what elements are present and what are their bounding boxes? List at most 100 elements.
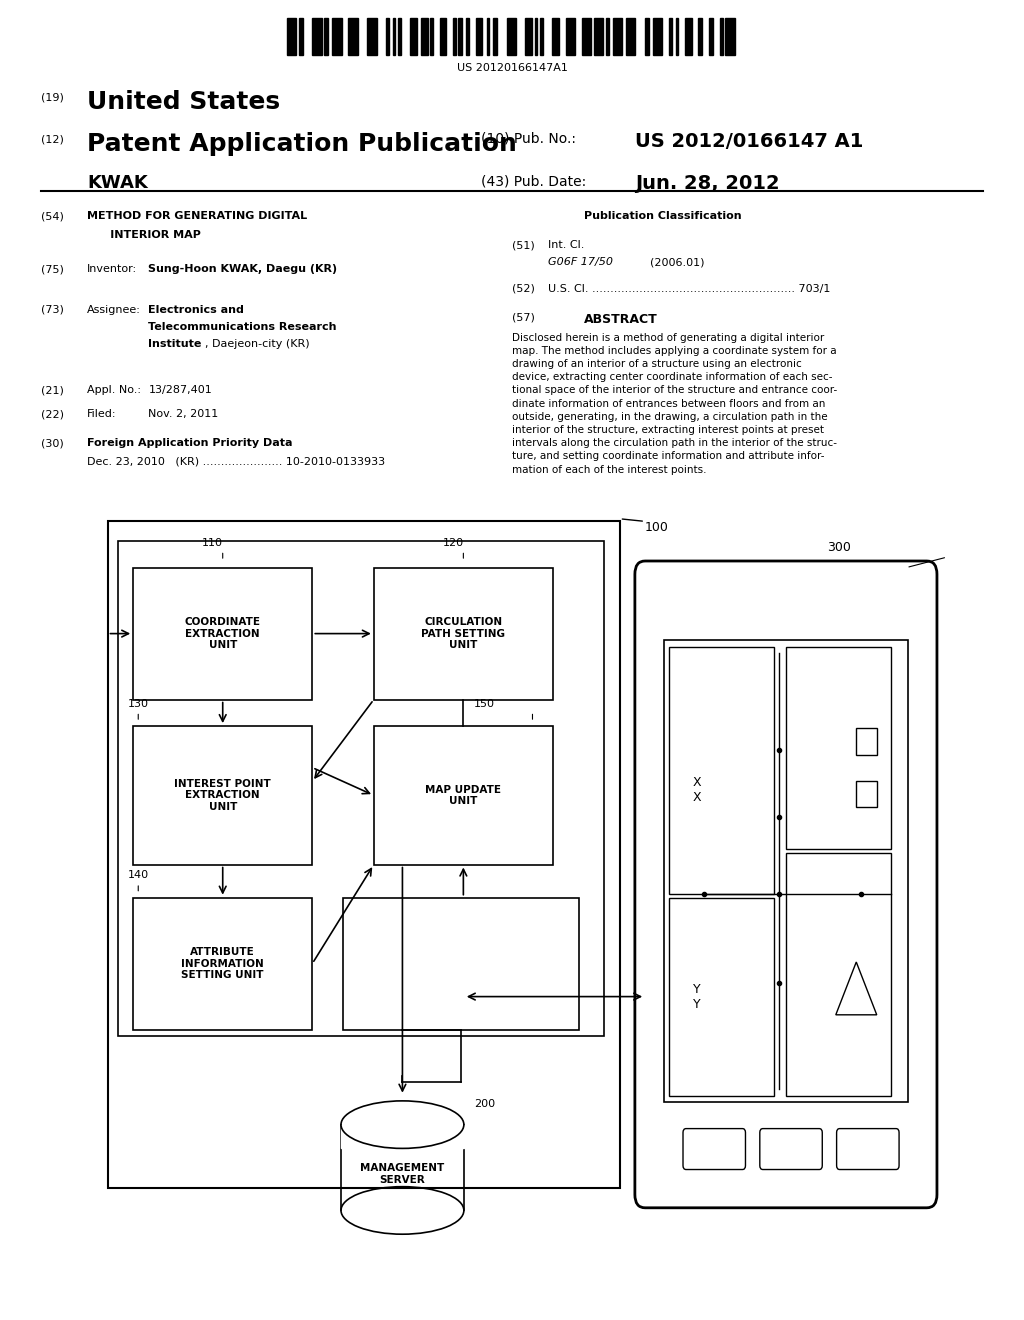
Text: 150: 150	[473, 698, 495, 709]
Text: Assignee:: Assignee:	[87, 305, 141, 315]
Text: (51): (51)	[512, 240, 535, 251]
Bar	[312, 18, 322, 55]
Text: (12): (12)	[41, 135, 63, 145]
Bar	[652, 18, 663, 55]
Text: Y
Y: Y Y	[693, 983, 700, 1011]
Text: 300: 300	[827, 541, 851, 554]
Bar	[612, 18, 622, 55]
Bar	[325, 18, 329, 55]
Bar	[552, 18, 559, 55]
Bar	[374, 726, 553, 865]
Bar	[786, 647, 892, 849]
Text: , Daejeon-city (KR): , Daejeon-city (KR)	[205, 339, 309, 350]
Bar	[392, 18, 395, 55]
Bar	[421, 18, 428, 55]
Text: INTERIOR MAP: INTERIOR MAP	[87, 230, 201, 240]
Text: Inventor:: Inventor:	[87, 264, 137, 275]
Bar	[374, 568, 553, 700]
Text: (19): (19)	[41, 92, 63, 103]
Text: G06F 17/50: G06F 17/50	[548, 257, 612, 268]
Text: Dec. 23, 2010   (KR) ...................... 10-2010-0133933: Dec. 23, 2010 (KR) .....................…	[87, 457, 385, 467]
Text: Telecommunications Research: Telecommunications Research	[148, 322, 337, 333]
FancyBboxPatch shape	[837, 1129, 899, 1170]
Text: Appl. No.:: Appl. No.:	[87, 385, 141, 396]
Bar	[535, 18, 538, 55]
Bar	[299, 18, 303, 55]
Text: X
X: X X	[692, 776, 701, 804]
Text: (54): (54)	[41, 211, 63, 222]
Bar	[118, 541, 604, 1036]
Text: INTEREST POINT
EXTRACTION
UNIT: INTEREST POINT EXTRACTION UNIT	[174, 779, 271, 812]
Text: (10) Pub. No.:: (10) Pub. No.:	[481, 132, 577, 147]
Text: Jun. 28, 2012: Jun. 28, 2012	[635, 174, 779, 193]
Text: Foreign Application Priority Data: Foreign Application Priority Data	[87, 438, 293, 449]
Bar	[565, 18, 575, 55]
Bar	[439, 18, 446, 55]
Text: Publication Classification: Publication Classification	[584, 211, 741, 222]
Bar	[133, 898, 312, 1030]
Text: US 20120166147A1: US 20120166147A1	[457, 63, 567, 74]
Text: U.S. Cl. ........................................................ 703/1: U.S. Cl. ...............................…	[548, 284, 830, 294]
Bar	[459, 18, 463, 55]
Bar	[348, 18, 357, 55]
Bar	[133, 726, 312, 865]
Text: CIRCULATION
PATH SETTING
UNIT: CIRCULATION PATH SETTING UNIT	[421, 616, 506, 651]
Text: (73): (73)	[41, 305, 63, 315]
Text: Patent Application Publication: Patent Application Publication	[87, 132, 517, 156]
Text: (2006.01): (2006.01)	[650, 257, 705, 268]
Bar	[725, 18, 734, 55]
Text: MANAGEMENT
SERVER: MANAGEMENT SERVER	[360, 1163, 444, 1185]
Text: 13/287,401: 13/287,401	[148, 385, 212, 396]
Text: (21): (21)	[41, 385, 63, 396]
Bar	[541, 18, 543, 55]
Text: 110: 110	[202, 537, 223, 548]
Text: ABSTRACT: ABSTRACT	[584, 313, 657, 326]
Text: Int. Cl.: Int. Cl.	[548, 240, 585, 251]
Bar	[606, 18, 608, 55]
FancyBboxPatch shape	[683, 1129, 745, 1170]
Text: 130: 130	[128, 698, 150, 709]
Text: 200: 200	[474, 1098, 496, 1109]
Text: Disclosed herein is a method of generating a digital interior
map. The method in: Disclosed herein is a method of generati…	[512, 333, 838, 475]
Bar	[453, 18, 456, 55]
Text: Electronics and: Electronics and	[148, 305, 245, 315]
Bar	[494, 18, 498, 55]
Bar	[594, 18, 603, 55]
Bar	[368, 18, 377, 55]
FancyBboxPatch shape	[760, 1129, 822, 1170]
Bar	[476, 18, 482, 55]
Bar	[676, 18, 678, 55]
Text: Sung-Hoon KWAK, Daegu (KR): Sung-Hoon KWAK, Daegu (KR)	[148, 264, 338, 275]
Bar	[398, 18, 400, 55]
Bar	[669, 18, 672, 55]
Text: METHOD FOR GENERATING DIGITAL: METHOD FOR GENERATING DIGITAL	[87, 211, 307, 222]
Text: United States: United States	[87, 90, 281, 114]
Text: 120: 120	[442, 537, 464, 548]
Bar	[582, 18, 591, 55]
Text: (30): (30)	[41, 438, 63, 449]
Bar	[287, 18, 296, 55]
Text: (75): (75)	[41, 264, 63, 275]
Text: US 2012/0166147 A1: US 2012/0166147 A1	[635, 132, 863, 150]
Text: (52): (52)	[512, 284, 535, 294]
Text: Nov. 2, 2011: Nov. 2, 2011	[148, 409, 219, 420]
Bar	[856, 729, 877, 755]
Bar	[343, 898, 579, 1030]
Bar	[698, 18, 702, 55]
Bar	[525, 18, 532, 55]
Bar	[133, 568, 312, 700]
Bar	[685, 18, 691, 55]
Text: 100: 100	[645, 521, 669, 535]
Bar	[466, 18, 469, 55]
Text: KWAK: KWAK	[87, 174, 147, 193]
Text: (43) Pub. Date:: (43) Pub. Date:	[481, 174, 587, 189]
Bar	[786, 853, 892, 1096]
Text: MAP UPDATE
UNIT: MAP UPDATE UNIT	[425, 784, 502, 807]
Bar	[507, 18, 516, 55]
Bar	[856, 781, 877, 808]
Text: (57): (57)	[512, 313, 535, 323]
Bar	[720, 18, 723, 55]
Bar	[333, 18, 342, 55]
Bar	[709, 18, 713, 55]
Text: COORDINATE
EXTRACTION
UNIT: COORDINATE EXTRACTION UNIT	[184, 616, 261, 651]
